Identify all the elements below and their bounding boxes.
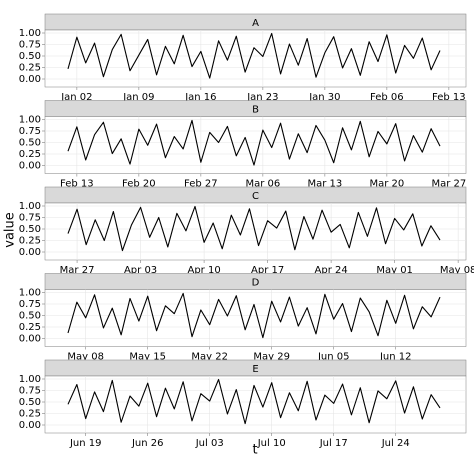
panel [44,116,467,174]
x-tick-label: Apr 10 [187,265,220,276]
x-tick-label: Jan 09 [122,92,154,103]
y-tick-label: 0.00 [19,247,41,258]
x-tick-label: Apr 17 [251,265,284,276]
y-tick-label: 0.00 [19,334,41,345]
y-tick-label: 0.25 [19,322,41,333]
x-tick-label: May 29 [253,352,290,363]
x-tick-label: Feb 13 [432,92,466,103]
y-tick-label: 0.25 [19,409,41,420]
data-line [67,292,441,339]
data-line [67,32,441,79]
strip-label: E [252,364,258,375]
y-tick-label: 0.50 [19,138,41,149]
y-tick-label: 0.75 [19,386,41,397]
strip-label: B [252,105,259,116]
y-tick-label: 1.00 [19,115,41,126]
x-axis-title: t [252,443,257,458]
data-line [67,378,441,425]
y-tick-label: 0.00 [19,74,41,85]
strip-label: A [252,18,259,29]
y-tick-label: 0.75 [19,126,41,137]
data-line [67,119,441,166]
y-tick-label: 0.00 [19,161,41,172]
x-tick-label: May 22 [191,352,228,363]
x-tick-label: Jul 17 [319,438,348,449]
x-tick-label: May 01 [376,265,413,276]
panel [44,29,467,88]
y-tick-label: 0.25 [19,63,41,74]
y-tick-label: 0.75 [19,213,41,224]
y-tick-label: 0.25 [19,236,41,247]
x-tick-label: Mar 13 [307,179,342,190]
strip-label: C [252,191,259,202]
y-tick-label: 1.00 [19,288,41,299]
x-tick-label: Jun 19 [69,438,102,449]
x-tick-label: Feb 20 [122,179,156,190]
panel [44,375,467,434]
y-axis-title: value [3,212,18,248]
x-tick-label: Jan 23 [246,92,278,103]
y-tick-label: 0.25 [19,149,41,160]
x-tick-label: Mar 27 [60,265,95,276]
y-tick-label: 1.00 [19,28,41,39]
x-tick-label: Jan 30 [308,92,340,103]
x-tick-label: Feb 13 [60,179,94,190]
y-tick-label: 0.50 [19,51,41,62]
x-tick-label: Jun 26 [131,438,164,449]
y-tick-label: 1.00 [19,374,41,385]
x-tick-label: May 08 [440,265,474,276]
x-tick-label: Jan 16 [184,92,216,103]
x-tick-label: Jul 24 [381,438,410,449]
x-tick-label: May 15 [129,352,166,363]
x-tick-label: Mar 27 [431,179,466,190]
y-tick-label: 0.75 [19,40,41,51]
data-line [67,205,441,252]
y-tick-label: 0.50 [19,311,41,322]
y-tick-label: 0.50 [19,224,41,235]
x-tick-label: Jul 10 [257,438,286,449]
y-tick-label: 0.50 [19,397,41,408]
y-tick-label: 1.00 [19,201,41,212]
x-tick-label: Jan 02 [60,92,92,103]
x-tick-label: Jun 12 [379,352,412,363]
x-tick-label: Jul 03 [195,438,224,449]
x-tick-label: Apr 24 [315,265,348,276]
x-tick-label: Feb 06 [370,92,404,103]
x-tick-label: May 08 [67,352,104,363]
strip-label: D [252,278,260,289]
y-tick-label: 0.00 [19,420,41,431]
x-tick-label: Mar 06 [245,179,280,190]
y-tick-label: 0.75 [19,299,41,310]
x-tick-label: Mar 20 [369,179,404,190]
x-tick-label: Jun 05 [317,352,350,363]
x-tick-label: Feb 27 [184,179,218,190]
x-tick-label: Apr 03 [124,265,157,276]
